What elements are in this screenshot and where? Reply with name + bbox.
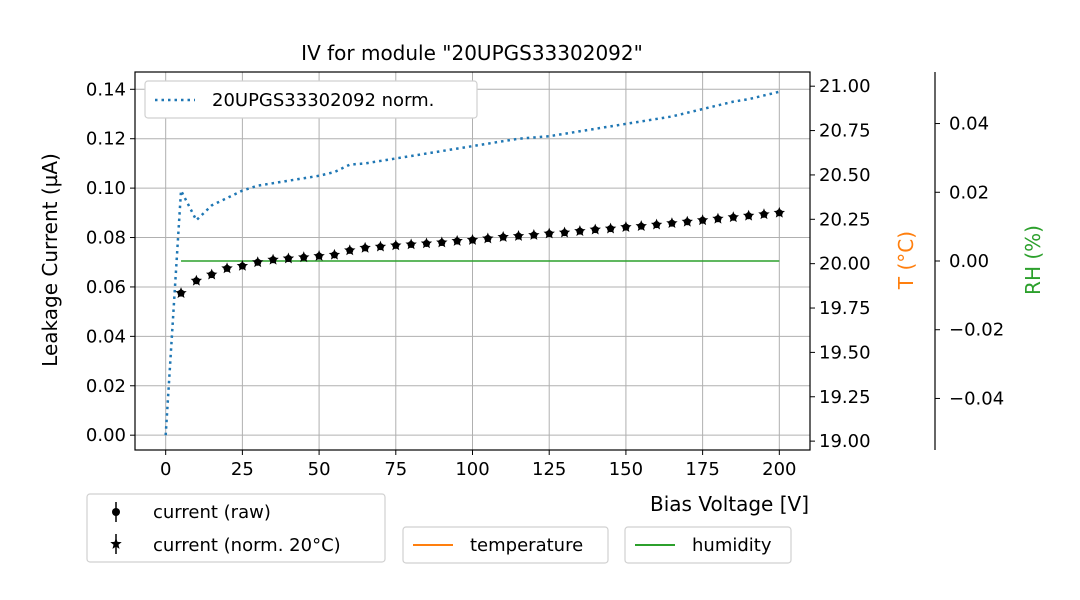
- y3-tick-label: 0.04: [949, 114, 989, 135]
- x-tick-label: 0: [160, 459, 171, 480]
- legend-temperature-label: temperature: [470, 535, 583, 556]
- norm-current-point: [773, 206, 786, 218]
- y-axis-label: Leakage Current (µA): [38, 153, 62, 367]
- y2-tick-label: 20.50: [819, 165, 871, 186]
- norm-current-point: [236, 259, 249, 271]
- norm-current-point: [558, 226, 571, 238]
- norm-current-point: [620, 221, 632, 233]
- y2-tick-label: 20.25: [819, 209, 871, 230]
- y-tick-label: 0.12: [86, 129, 126, 150]
- y2-axis-label: T (°C): [894, 231, 918, 290]
- norm-current-point: [589, 223, 601, 235]
- legend-norm-current-label: current (norm. 20°C): [153, 535, 341, 556]
- norm-current-point: [390, 239, 402, 251]
- y-tick-label: 0.02: [86, 376, 126, 397]
- x-tick-label: 75: [384, 459, 407, 480]
- y2-tick-label: 19.50: [819, 342, 871, 363]
- norm-current-point: [543, 227, 555, 239]
- norm-current-point: [742, 209, 755, 221]
- y2-tick-label: 20.75: [819, 121, 871, 142]
- x-tick-label: 175: [685, 459, 719, 480]
- x-axis-label: Bias Voltage [V]: [650, 492, 809, 516]
- norm-current-point: [190, 274, 203, 286]
- x-tick-label: 100: [455, 459, 489, 480]
- norm-current-point: [405, 238, 417, 250]
- legend-upper: 20UPGS33302092 norm.: [144, 80, 478, 119]
- norm-current-point: [758, 208, 770, 220]
- norm-current-point: [451, 234, 463, 246]
- legend-current-box: [86, 493, 386, 563]
- x-tick-label: 25: [231, 459, 254, 480]
- y-tick-label: 0.00: [86, 425, 126, 446]
- norm-current-point: [712, 212, 724, 224]
- norm-current-point: [344, 244, 356, 256]
- y3-tick-label: −0.02: [949, 320, 1004, 341]
- y2-tick-label: 19.75: [819, 298, 871, 319]
- legend-humidity-box: [624, 526, 792, 564]
- norm-current-point: [466, 234, 479, 245]
- x-tick-label: 50: [308, 459, 331, 480]
- y-tick-label: 0.10: [86, 178, 126, 199]
- norm-current-point: [574, 225, 586, 236]
- legend-current: current (raw) current (norm. 20°C): [86, 493, 386, 563]
- norm-current-point: [512, 230, 525, 241]
- norm-current-point: [359, 241, 371, 253]
- legend-temperature-box: [402, 526, 609, 564]
- norm-current-point: [681, 215, 693, 227]
- norm-current-point: [175, 287, 187, 298]
- norm-current-point: [696, 214, 709, 226]
- y-tick-label: 0.04: [86, 326, 126, 347]
- norm-current-point: [497, 231, 509, 242]
- norm-current-point: [650, 218, 663, 230]
- norm-current-point: [420, 237, 433, 249]
- y3-axis-label: RH (%): [1021, 225, 1045, 295]
- norm-current-point: [528, 229, 540, 240]
- norm-current-point: [374, 240, 387, 252]
- x-tick-label: 200: [762, 459, 796, 480]
- y2-tick-label: 20.00: [819, 254, 871, 275]
- norm-current-point: [206, 268, 218, 280]
- norm-current-point: [267, 253, 279, 265]
- norm-current-point: [221, 262, 233, 274]
- y-tick-label: 0.14: [86, 79, 126, 100]
- chart-title: IV for module "20UPGS33302092": [301, 41, 643, 65]
- legend-raw-marker: [112, 508, 120, 516]
- norm-current-point: [282, 252, 295, 264]
- norm-current-point: [635, 220, 647, 232]
- norm-current-point: [436, 236, 448, 248]
- norm-current-point: [313, 250, 325, 261]
- legend-norm-current-marker: [110, 538, 122, 549]
- y-tick-label: 0.08: [86, 228, 126, 249]
- legend-temperature: temperature: [402, 526, 609, 564]
- norm-current-point: [482, 232, 494, 244]
- y2-tick-label: 21.00: [819, 76, 871, 97]
- legend-raw-label: current (raw): [153, 502, 271, 523]
- axes: 0 25 50 75 100 125 150 175 200 0.00 0.02 0.04 0.06 0.…: [86, 71, 1004, 480]
- norm-current-point: [328, 248, 341, 260]
- y3-tick-label: 0.00: [949, 251, 989, 272]
- norm-current-point: [666, 217, 678, 229]
- norm-current-point: [298, 251, 310, 263]
- x-tick-label: 150: [609, 459, 643, 480]
- legend-norm-label: 20UPGS33302092 norm.: [212, 90, 434, 111]
- norm-current-point: [252, 256, 264, 268]
- legend-upper-box: [144, 80, 478, 119]
- y3-tick-label: −0.04: [949, 388, 1004, 409]
- y3-tick-label: 0.02: [949, 182, 989, 203]
- norm-current-point: [604, 222, 617, 234]
- legend-humidity: humidity: [624, 526, 792, 564]
- y-tick-label: 0.06: [86, 277, 126, 298]
- y2-tick-label: 19.25: [819, 387, 871, 408]
- norm-current-point: [727, 211, 739, 223]
- legend-humidity-label: humidity: [692, 535, 772, 556]
- plot-area: [164, 90, 786, 436]
- y2-tick-label: 19.00: [819, 431, 871, 452]
- x-tick-label: 125: [532, 459, 566, 480]
